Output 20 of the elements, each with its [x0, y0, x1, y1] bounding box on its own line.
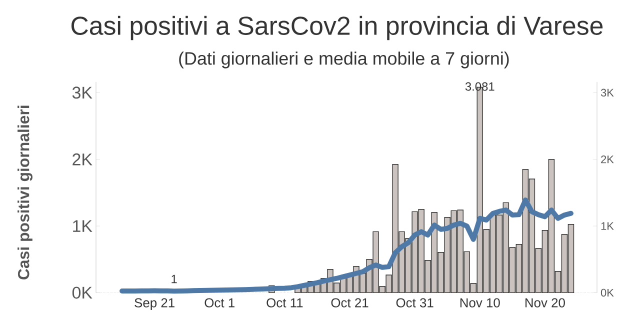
- y-tick-label: 3K: [72, 86, 92, 99]
- y-tick-label: 1K: [73, 220, 92, 232]
- annotation: 3.081: [465, 82, 494, 91]
- y2-tick-label: 0K: [600, 288, 614, 297]
- chart-title: Casi positivi a SarsCov2 in provincia di Varese: [71, 16, 603, 40]
- annotation: 1: [172, 274, 177, 284]
- x-tick-label: Oct 21: [331, 298, 368, 308]
- x-tick-label: Oct 1: [204, 298, 234, 308]
- y2-tick-label: 2K: [601, 156, 614, 164]
- x-tick-label: Oct 31: [396, 298, 434, 308]
- x-tick-label: Nov 10: [460, 298, 500, 308]
- y-tick-label: 2K: [72, 153, 92, 166]
- x-tick-label: Sep 21: [134, 298, 174, 310]
- chart-subtitle: (Dati giornalieri e media mobile a 7 giorni): [179, 52, 509, 68]
- y2-tick-label: 1K: [601, 222, 614, 230]
- y2-tick-label: 3K: [600, 88, 614, 97]
- x-tick-label: Oct 11: [266, 298, 303, 308]
- x-tick-label: Nov 20: [525, 298, 565, 308]
- y-axis-title: Casi positivi giornalieri: [18, 106, 32, 280]
- y-tick-label: 0K: [72, 286, 92, 299]
